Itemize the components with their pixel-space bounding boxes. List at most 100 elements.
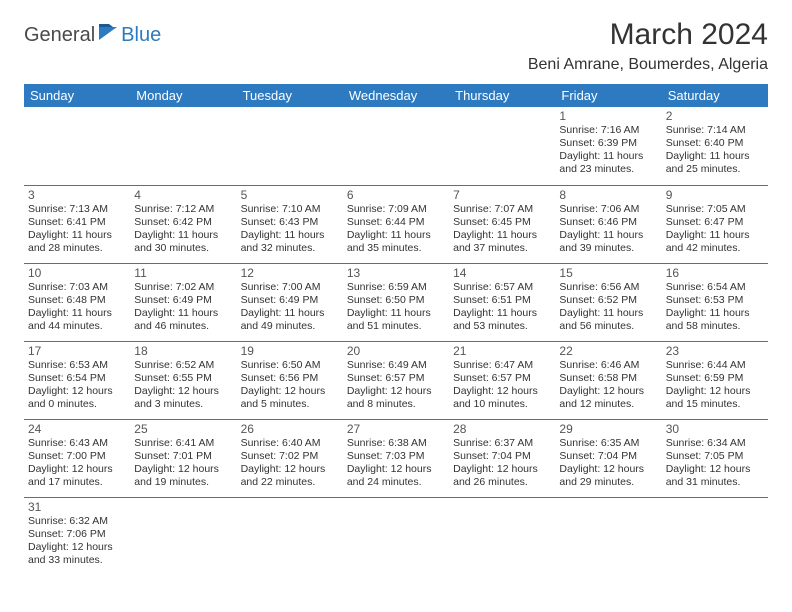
calendar-row: 10Sunrise: 7:03 AMSunset: 6:48 PMDayligh…	[24, 263, 768, 341]
day-header: Friday	[555, 84, 661, 107]
day-details: Sunrise: 6:43 AMSunset: 7:00 PMDaylight:…	[28, 437, 126, 490]
calendar-cell	[24, 107, 130, 185]
calendar-cell	[662, 497, 768, 575]
day-number: 1	[559, 109, 657, 123]
calendar-cell: 8Sunrise: 7:06 AMSunset: 6:46 PMDaylight…	[555, 185, 661, 263]
day-number: 2	[666, 109, 764, 123]
day-details: Sunrise: 6:41 AMSunset: 7:01 PMDaylight:…	[134, 437, 232, 490]
day-number: 16	[666, 266, 764, 280]
calendar-cell: 30Sunrise: 6:34 AMSunset: 7:05 PMDayligh…	[662, 419, 768, 497]
day-number: 13	[347, 266, 445, 280]
calendar-cell: 16Sunrise: 6:54 AMSunset: 6:53 PMDayligh…	[662, 263, 768, 341]
day-details: Sunrise: 7:06 AMSunset: 6:46 PMDaylight:…	[559, 203, 657, 256]
day-number: 12	[241, 266, 339, 280]
day-details: Sunrise: 6:52 AMSunset: 6:55 PMDaylight:…	[134, 359, 232, 412]
day-details: Sunrise: 7:09 AMSunset: 6:44 PMDaylight:…	[347, 203, 445, 256]
day-number: 26	[241, 422, 339, 436]
calendar-cell: 21Sunrise: 6:47 AMSunset: 6:57 PMDayligh…	[449, 341, 555, 419]
day-details: Sunrise: 7:07 AMSunset: 6:45 PMDaylight:…	[453, 203, 551, 256]
day-number: 23	[666, 344, 764, 358]
day-details: Sunrise: 6:35 AMSunset: 7:04 PMDaylight:…	[559, 437, 657, 490]
day-number: 18	[134, 344, 232, 358]
day-details: Sunrise: 6:56 AMSunset: 6:52 PMDaylight:…	[559, 281, 657, 334]
calendar-cell: 6Sunrise: 7:09 AMSunset: 6:44 PMDaylight…	[343, 185, 449, 263]
day-details: Sunrise: 6:54 AMSunset: 6:53 PMDaylight:…	[666, 281, 764, 334]
calendar-cell	[343, 107, 449, 185]
calendar-table: SundayMondayTuesdayWednesdayThursdayFrid…	[24, 84, 768, 575]
calendar-cell: 20Sunrise: 6:49 AMSunset: 6:57 PMDayligh…	[343, 341, 449, 419]
calendar-cell: 2Sunrise: 7:14 AMSunset: 6:40 PMDaylight…	[662, 107, 768, 185]
calendar-cell	[130, 107, 236, 185]
calendar-cell	[237, 107, 343, 185]
day-details: Sunrise: 7:00 AMSunset: 6:49 PMDaylight:…	[241, 281, 339, 334]
calendar-cell: 1Sunrise: 7:16 AMSunset: 6:39 PMDaylight…	[555, 107, 661, 185]
calendar-cell: 17Sunrise: 6:53 AMSunset: 6:54 PMDayligh…	[24, 341, 130, 419]
calendar-cell: 18Sunrise: 6:52 AMSunset: 6:55 PMDayligh…	[130, 341, 236, 419]
day-details: Sunrise: 6:46 AMSunset: 6:58 PMDaylight:…	[559, 359, 657, 412]
day-details: Sunrise: 7:02 AMSunset: 6:49 PMDaylight:…	[134, 281, 232, 334]
calendar-cell: 25Sunrise: 6:41 AMSunset: 7:01 PMDayligh…	[130, 419, 236, 497]
day-details: Sunrise: 6:40 AMSunset: 7:02 PMDaylight:…	[241, 437, 339, 490]
calendar-cell: 15Sunrise: 6:56 AMSunset: 6:52 PMDayligh…	[555, 263, 661, 341]
day-number: 22	[559, 344, 657, 358]
day-details: Sunrise: 6:38 AMSunset: 7:03 PMDaylight:…	[347, 437, 445, 490]
header: General Blue March 2024 Beni Amrane, Bou…	[24, 18, 768, 74]
day-number: 28	[453, 422, 551, 436]
day-details: Sunrise: 7:14 AMSunset: 6:40 PMDaylight:…	[666, 124, 764, 177]
calendar-cell: 7Sunrise: 7:07 AMSunset: 6:45 PMDaylight…	[449, 185, 555, 263]
calendar-row: 17Sunrise: 6:53 AMSunset: 6:54 PMDayligh…	[24, 341, 768, 419]
calendar-cell	[343, 497, 449, 575]
day-details: Sunrise: 6:37 AMSunset: 7:04 PMDaylight:…	[453, 437, 551, 490]
day-number: 30	[666, 422, 764, 436]
day-number: 6	[347, 188, 445, 202]
day-number: 10	[28, 266, 126, 280]
location-text: Beni Amrane, Boumerdes, Algeria	[528, 56, 768, 74]
calendar-cell	[555, 497, 661, 575]
calendar-cell: 27Sunrise: 6:38 AMSunset: 7:03 PMDayligh…	[343, 419, 449, 497]
calendar-cell: 26Sunrise: 6:40 AMSunset: 7:02 PMDayligh…	[237, 419, 343, 497]
calendar-cell: 24Sunrise: 6:43 AMSunset: 7:00 PMDayligh…	[24, 419, 130, 497]
day-details: Sunrise: 6:59 AMSunset: 6:50 PMDaylight:…	[347, 281, 445, 334]
day-details: Sunrise: 7:13 AMSunset: 6:41 PMDaylight:…	[28, 203, 126, 256]
calendar-cell: 10Sunrise: 7:03 AMSunset: 6:48 PMDayligh…	[24, 263, 130, 341]
calendar-row: 3Sunrise: 7:13 AMSunset: 6:41 PMDaylight…	[24, 185, 768, 263]
title-block: March 2024 Beni Amrane, Boumerdes, Alger…	[528, 18, 768, 74]
day-number: 14	[453, 266, 551, 280]
day-header: Wednesday	[343, 84, 449, 107]
calendar-cell: 4Sunrise: 7:12 AMSunset: 6:42 PMDaylight…	[130, 185, 236, 263]
day-details: Sunrise: 6:57 AMSunset: 6:51 PMDaylight:…	[453, 281, 551, 334]
day-number: 4	[134, 188, 232, 202]
day-number: 25	[134, 422, 232, 436]
calendar-cell: 31Sunrise: 6:32 AMSunset: 7:06 PMDayligh…	[24, 497, 130, 575]
calendar-cell: 13Sunrise: 6:59 AMSunset: 6:50 PMDayligh…	[343, 263, 449, 341]
day-details: Sunrise: 7:10 AMSunset: 6:43 PMDaylight:…	[241, 203, 339, 256]
day-number: 9	[666, 188, 764, 202]
day-details: Sunrise: 6:44 AMSunset: 6:59 PMDaylight:…	[666, 359, 764, 412]
day-details: Sunrise: 7:12 AMSunset: 6:42 PMDaylight:…	[134, 203, 232, 256]
calendar-cell: 12Sunrise: 7:00 AMSunset: 6:49 PMDayligh…	[237, 263, 343, 341]
calendar-row: 31Sunrise: 6:32 AMSunset: 7:06 PMDayligh…	[24, 497, 768, 575]
logo-text-blue: Blue	[121, 24, 161, 47]
day-number: 24	[28, 422, 126, 436]
day-details: Sunrise: 6:50 AMSunset: 6:56 PMDaylight:…	[241, 359, 339, 412]
day-number: 31	[28, 500, 126, 514]
day-header-row: SundayMondayTuesdayWednesdayThursdayFrid…	[24, 84, 768, 107]
day-number: 7	[453, 188, 551, 202]
calendar-cell	[449, 107, 555, 185]
calendar-cell: 23Sunrise: 6:44 AMSunset: 6:59 PMDayligh…	[662, 341, 768, 419]
day-number: 27	[347, 422, 445, 436]
day-number: 19	[241, 344, 339, 358]
day-number: 29	[559, 422, 657, 436]
day-number: 3	[28, 188, 126, 202]
logo: General Blue	[24, 18, 161, 47]
logo-text-general: General	[24, 24, 95, 47]
day-number: 21	[453, 344, 551, 358]
calendar-cell: 19Sunrise: 6:50 AMSunset: 6:56 PMDayligh…	[237, 341, 343, 419]
page-title: March 2024	[528, 18, 768, 52]
day-details: Sunrise: 7:05 AMSunset: 6:47 PMDaylight:…	[666, 203, 764, 256]
calendar-cell: 22Sunrise: 6:46 AMSunset: 6:58 PMDayligh…	[555, 341, 661, 419]
calendar-body: 1Sunrise: 7:16 AMSunset: 6:39 PMDaylight…	[24, 107, 768, 575]
day-details: Sunrise: 7:16 AMSunset: 6:39 PMDaylight:…	[559, 124, 657, 177]
day-number: 11	[134, 266, 232, 280]
calendar-cell: 14Sunrise: 6:57 AMSunset: 6:51 PMDayligh…	[449, 263, 555, 341]
